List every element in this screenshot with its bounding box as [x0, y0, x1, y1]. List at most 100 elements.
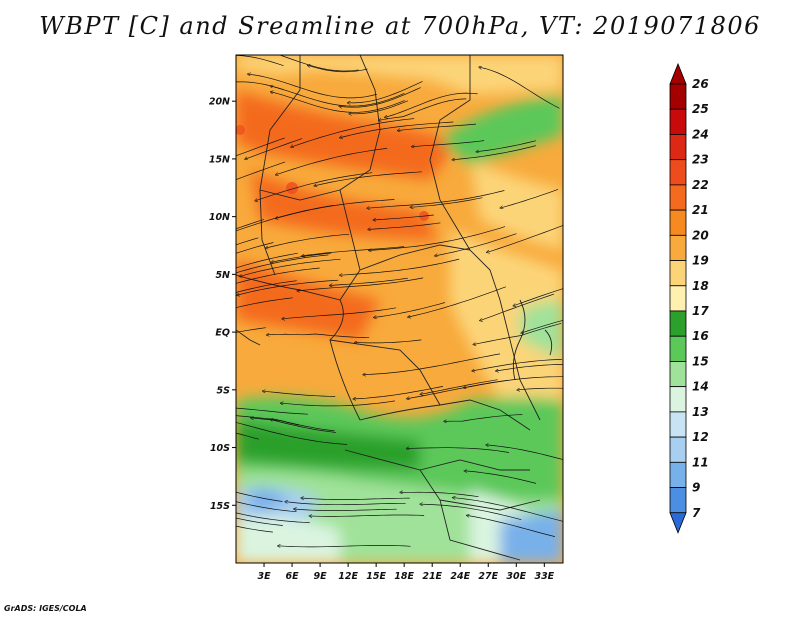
streamline	[236, 327, 266, 333]
streamline	[286, 502, 406, 506]
streamline	[330, 277, 408, 285]
colorbar-cell	[669, 159, 687, 186]
streamline	[481, 293, 555, 320]
streamline	[310, 515, 425, 516]
colorbar-label: 7	[692, 506, 701, 520]
streamline	[375, 302, 445, 318]
streamline	[348, 81, 423, 103]
colorbar-label: 23	[692, 153, 709, 167]
streamline	[240, 258, 341, 276]
colorbar-label: 11	[692, 455, 709, 469]
streamline	[467, 516, 555, 537]
colorbar-cell	[669, 361, 687, 388]
colorbar-label: 16	[692, 329, 709, 343]
streamline	[238, 279, 339, 295]
lon-tick-label: 24E	[450, 571, 470, 582]
streamline	[464, 376, 563, 388]
streamline	[487, 445, 563, 460]
lat-tick-label: 10S	[210, 443, 230, 454]
lon-tick-label: 27E	[478, 571, 498, 582]
colorbar-label: 21	[692, 203, 709, 217]
colorbar-max-arrow	[669, 62, 687, 85]
colorbar-label: 12	[692, 430, 709, 444]
colorbar-cell	[669, 335, 687, 362]
streamline	[236, 432, 259, 440]
colorbar-label: 13	[692, 405, 709, 419]
colorbar-cell	[669, 83, 687, 110]
colorbar-cell	[669, 461, 687, 488]
streamline	[271, 92, 405, 113]
colorbar-label: 14	[692, 380, 709, 394]
streamline	[278, 55, 359, 72]
streamline	[341, 258, 460, 275]
wbpt-shading	[236, 55, 563, 563]
colorbar-cell	[669, 184, 687, 211]
streamline	[236, 512, 310, 523]
colorbar-cell	[669, 260, 687, 287]
streamline	[374, 214, 434, 220]
colorbar-label: 26	[692, 77, 709, 91]
streamline	[445, 414, 523, 422]
streamline	[236, 297, 293, 308]
streamline	[279, 545, 411, 547]
streamline	[412, 140, 485, 147]
colorbar-label: 19	[692, 254, 709, 268]
colorbar-label: 25	[692, 102, 709, 116]
colorbar-cell	[669, 108, 687, 135]
streamline	[368, 190, 505, 209]
streamline	[465, 471, 537, 484]
streamline	[298, 277, 424, 291]
streamline	[409, 286, 507, 317]
streamline	[236, 491, 283, 502]
streamline	[522, 320, 563, 333]
streamline	[454, 498, 563, 522]
colorbar-cell	[669, 386, 687, 413]
colorbar-label: 18	[692, 279, 709, 293]
streamline	[514, 288, 563, 305]
streamline	[436, 233, 517, 256]
streamline	[246, 138, 303, 159]
streamline	[266, 233, 350, 248]
lat-tick-label: 10N	[209, 212, 230, 223]
map-frame	[235, 54, 564, 564]
streamline	[267, 334, 370, 339]
lon-tick-label: 3E	[257, 571, 271, 582]
streamline	[477, 140, 536, 152]
streamline	[350, 100, 408, 114]
streamline	[518, 387, 563, 390]
streamline	[407, 448, 510, 453]
lon-tick-label: 18E	[394, 571, 414, 582]
longitude-axis: 3E 6E 9E 12E 15E 18E 21E 24E 27E 30E 33E	[257, 563, 555, 582]
colorbar-cell	[669, 310, 687, 337]
lat-tick-label: EQ	[215, 328, 230, 339]
streamline	[236, 501, 297, 513]
streamline	[276, 148, 388, 174]
colorbar-label: 9	[692, 481, 700, 495]
lon-tick-label: 33E	[534, 571, 554, 582]
streamline	[354, 386, 444, 399]
lon-tick-label: 9E	[314, 571, 328, 582]
streamline	[315, 171, 422, 186]
streamline	[272, 252, 332, 262]
colorbar-cell	[669, 234, 687, 261]
colorbar-cell	[669, 436, 687, 463]
streamline	[411, 197, 483, 208]
lat-tick-label: 5S	[217, 385, 231, 396]
streamline	[295, 509, 397, 511]
streamline	[355, 339, 422, 343]
colorbar: 26 25 24 23 22 21 20 19 18 17 16 15 14 13 12 11 9 7	[669, 62, 709, 534]
colorbar-label: 15	[692, 354, 709, 368]
streamline	[236, 237, 259, 246]
lon-tick-label: 21E	[422, 571, 442, 582]
streamline	[379, 98, 467, 120]
streamline	[236, 525, 273, 533]
streamline	[236, 137, 285, 157]
grads-credit: GrADS: IGES/COLA	[4, 604, 87, 613]
streamline	[263, 391, 336, 397]
colorbar-label: 17	[692, 304, 709, 318]
streamline	[369, 222, 441, 230]
streamline	[364, 353, 501, 375]
streamline	[283, 307, 397, 319]
streamline	[249, 74, 378, 99]
streamline	[271, 86, 405, 107]
